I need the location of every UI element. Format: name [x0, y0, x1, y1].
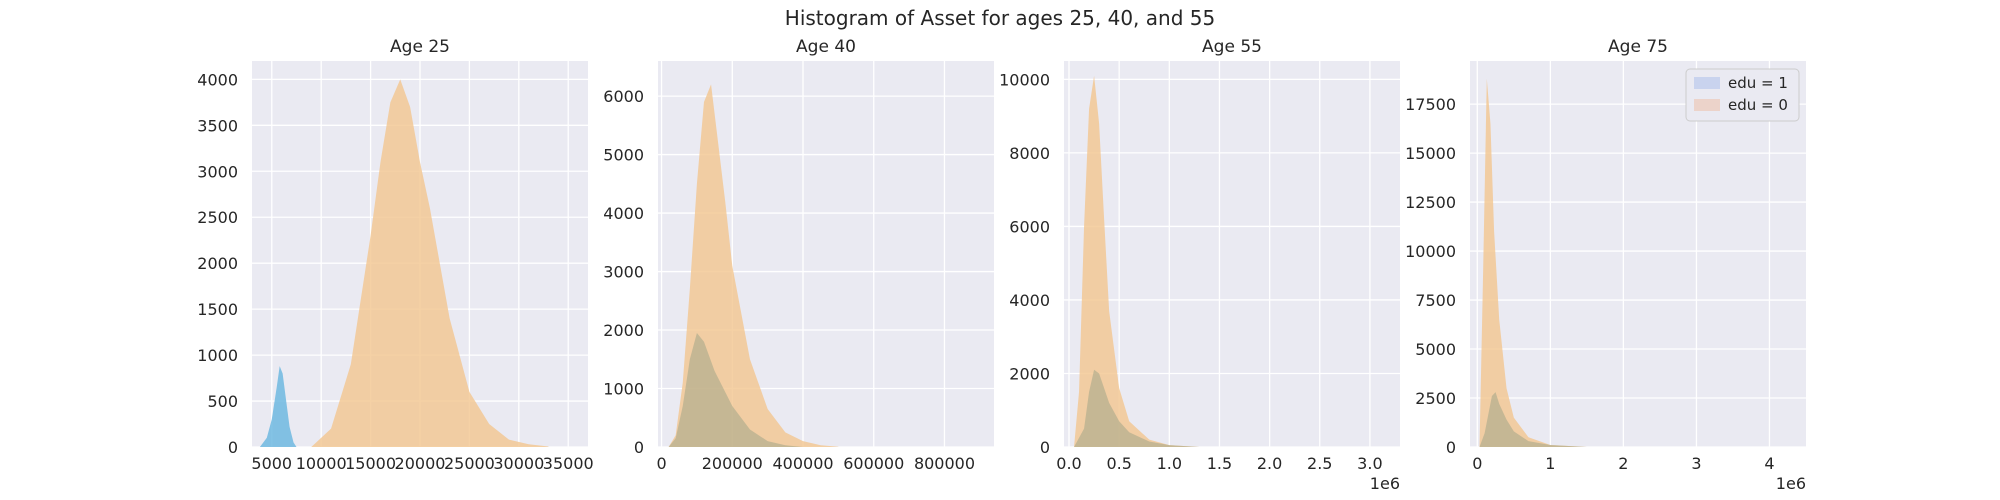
axis-offset-label: 1e6	[1776, 474, 1806, 493]
y-tick-label: 3000	[603, 263, 644, 282]
series-area-edu-0	[311, 79, 549, 447]
plot-area	[1470, 61, 1806, 447]
x-tick-label: 3.0	[1357, 454, 1382, 473]
series-area-edu-1	[1074, 369, 1200, 447]
series-area-edu-1	[1479, 392, 1587, 447]
y-tick-label: 17500	[1405, 95, 1456, 114]
y-tick-label: 3000	[197, 162, 238, 181]
y-tick-label: 8000	[1009, 144, 1050, 163]
y-tick-label: 6000	[1009, 217, 1050, 236]
y-tick-label: 4000	[1009, 291, 1050, 310]
y-tick-label: 1000	[603, 380, 644, 399]
legend-swatch	[1694, 77, 1720, 89]
x-tick-label: 35000	[543, 454, 594, 473]
x-tick-label: 0	[656, 454, 666, 473]
x-tick-label: 0.0	[1056, 454, 1081, 473]
series-area-edu-1	[259, 366, 297, 447]
y-tick-label: 1500	[197, 300, 238, 319]
y-tick-label: 6000	[603, 87, 644, 106]
x-tick-label: 25000	[444, 454, 495, 473]
y-tick-label: 0	[228, 438, 238, 457]
y-tick-label: 4000	[197, 70, 238, 89]
x-tick-label: 10000	[296, 454, 347, 473]
y-tick-label: 0	[634, 438, 644, 457]
y-tick-label: 7500	[1415, 291, 1456, 310]
x-tick-label: 20000	[395, 454, 446, 473]
x-tick-label: 0.5	[1106, 454, 1131, 473]
x-tick-label: 1	[1545, 454, 1555, 473]
x-tick-label: 0	[1472, 454, 1482, 473]
y-tick-label: 500	[207, 392, 238, 411]
series-area-edu-0	[668, 84, 839, 448]
y-tick-label: 0	[1446, 438, 1456, 457]
series-area-edu-1	[668, 332, 804, 447]
axis-offset-label: 1e6	[1370, 474, 1400, 493]
panel-title: Age 55	[1202, 37, 1262, 57]
x-tick-label: 2.0	[1257, 454, 1282, 473]
y-tick-label: 5000	[603, 146, 644, 165]
x-tick-label: 2.5	[1307, 454, 1332, 473]
x-tick-label: 800000	[914, 454, 975, 473]
y-tick-label: 2500	[197, 208, 238, 227]
legend-label: edu = 0	[1728, 96, 1788, 114]
y-tick-label: 0	[1040, 438, 1050, 457]
x-tick-label: 15000	[345, 454, 396, 473]
y-tick-label: 2000	[603, 321, 644, 340]
panel-title: Age 25	[390, 37, 450, 57]
x-tick-label: 3	[1691, 454, 1701, 473]
x-tick-label: 400000	[772, 454, 833, 473]
legend-swatch	[1694, 99, 1720, 111]
x-tick-label: 1.5	[1207, 454, 1232, 473]
x-tick-label: 30000	[493, 454, 544, 473]
y-tick-label: 2000	[197, 254, 238, 273]
x-tick-label: 200000	[702, 454, 763, 473]
figure-title: Histogram of Asset for ages 25, 40, and …	[784, 6, 1216, 30]
y-tick-label: 1000	[197, 346, 238, 365]
x-tick-label: 4	[1764, 454, 1774, 473]
y-tick-label: 5000	[1415, 340, 1456, 359]
x-tick-label: 5000	[251, 454, 292, 473]
y-tick-label: 2000	[1009, 364, 1050, 383]
x-tick-label: 2	[1618, 454, 1628, 473]
legend-label: edu = 1	[1728, 74, 1788, 92]
x-tick-label: 600000	[843, 454, 904, 473]
y-tick-label: 12500	[1405, 193, 1456, 212]
y-tick-label: 15000	[1405, 144, 1456, 163]
panel-title: Age 40	[796, 37, 856, 57]
panel-title: Age 75	[1608, 37, 1668, 57]
y-tick-label: 3500	[197, 116, 238, 135]
y-tick-label: 4000	[603, 204, 644, 223]
plot-area	[1064, 61, 1400, 447]
series-area-edu-0	[1074, 75, 1200, 447]
y-tick-label: 10000	[999, 70, 1050, 89]
y-tick-label: 2500	[1415, 389, 1456, 408]
x-tick-label: 1.0	[1157, 454, 1182, 473]
y-tick-label: 10000	[1405, 242, 1456, 261]
